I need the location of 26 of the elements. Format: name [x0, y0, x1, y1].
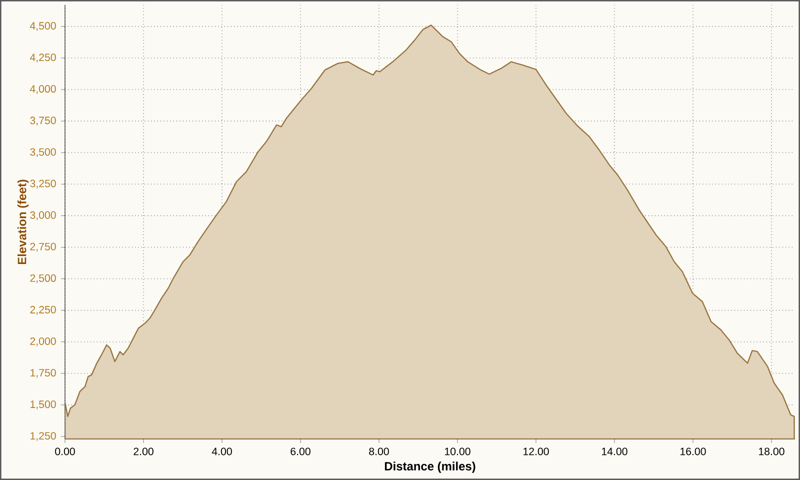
y-tick-label: 1,500	[30, 400, 56, 410]
y-tick-label: 1,250	[30, 432, 56, 441]
y-tick-label: 1,750	[30, 369, 56, 378]
y-tick-label: 2,000	[30, 337, 56, 346]
y-tick-label: 3,250	[30, 180, 56, 189]
y-tick-label: 2,250	[30, 306, 56, 315]
x-tick-label: 12.00	[523, 448, 549, 456]
x-tick-label: 2.00	[134, 448, 154, 456]
y-axis-title: Elevation (feet)	[17, 180, 29, 264]
x-tick-label: 10.00	[445, 448, 470, 456]
y-tick-label: 4,500	[30, 22, 56, 31]
y-tick-label: 3,000	[30, 211, 56, 220]
y-tick-label: 4,000	[30, 85, 56, 94]
x-tick-label: 16.00	[680, 448, 706, 456]
y-tick-label: 4,250	[30, 54, 56, 62]
y-tick-label: 3,500	[30, 148, 56, 157]
x-tick-label: 18.00	[758, 448, 784, 456]
x-tick-label: 14.00	[602, 448, 628, 456]
x-tick-label: 8.00	[369, 448, 389, 456]
x-axis-title: Distance (miles)	[384, 462, 476, 473]
y-tick-label: 2,750	[30, 242, 56, 252]
x-tick-label: 4.00	[212, 448, 232, 456]
x-tick-label: 6.00	[290, 448, 310, 456]
y-tick-label: 3,750	[30, 116, 56, 126]
y-tick-label: 2,500	[30, 274, 56, 284]
x-tick-label: 0.00	[55, 448, 75, 456]
